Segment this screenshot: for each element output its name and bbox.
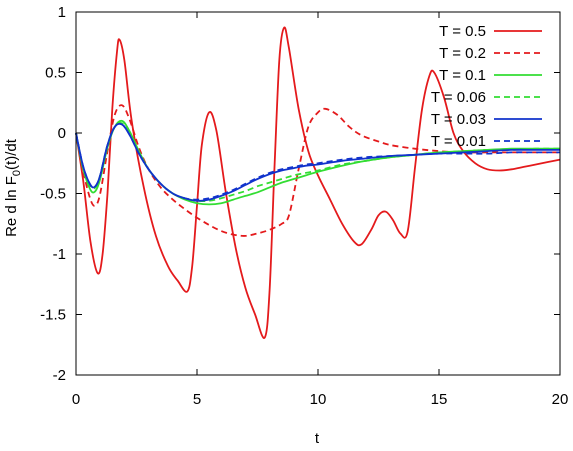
x-tick-label: 10 [310,391,327,408]
plot-curves [75,26,561,339]
y-tick-label: 0 [58,125,66,142]
series-line [75,26,561,339]
y-tick-label: -1.5 [40,307,66,324]
y-axis-label-subscript: 0 [11,170,23,176]
x-tick-label: 20 [552,391,569,408]
y-tick-label: 0.5 [45,65,66,82]
series-line [75,104,560,237]
series-line [75,122,560,201]
y-axis-label-tail: (t)/dt [3,138,20,170]
legend-label: T = 0.01 [431,133,486,150]
legend-label: T = 0.5 [439,23,486,40]
y-tick-label: -1 [53,246,66,263]
y-tick-label: -2 [53,367,66,384]
x-tick-label: 5 [193,391,201,408]
legend: T = 0.5 T = 0.2 T = 0.1 T = 0.06 T = 0.03 T =… [431,23,542,150]
y-tick-label: 1 [58,4,66,21]
y-axis-label: Re d ln F0(t)/dt [3,138,23,237]
legend-label: T = 0.1 [439,67,486,84]
axis-ticks: 0 5 10 15 20 1 0.5 0 -0.5 -1 -1.5 -2 [40,4,568,408]
legend-label: T = 0.2 [439,45,486,62]
legend-label: T = 0.06 [431,89,486,106]
x-tick-label: 0 [72,391,80,408]
y-tick-label: -0.5 [40,186,66,203]
x-axis-label: t [315,430,320,447]
y-axis-label-main: Re d ln F [3,176,20,237]
legend-label: T = 0.03 [431,111,486,128]
x-tick-label: 15 [431,391,448,408]
